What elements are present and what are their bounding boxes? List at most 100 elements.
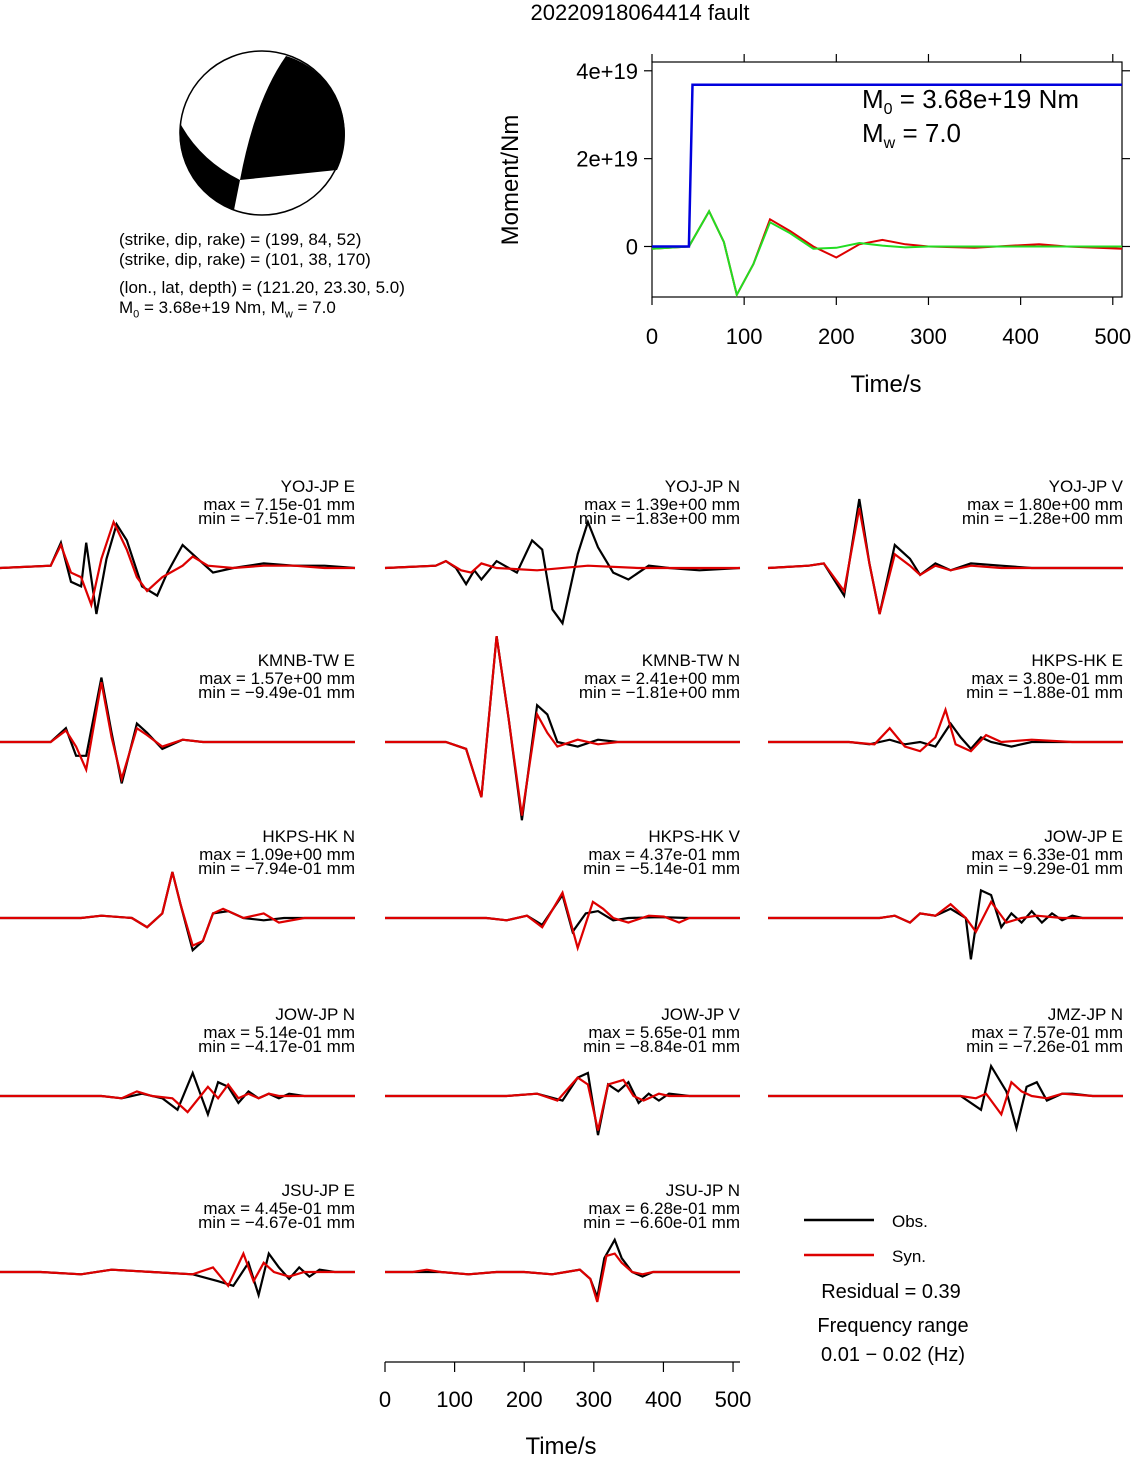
nodal-plane-1: (strike, dip, rake) = (199, 84, 52) xyxy=(119,230,362,249)
moment-ytick-label: 0 xyxy=(626,234,638,259)
frequency-title: Frequency range xyxy=(817,1315,968,1337)
synthetic-trace xyxy=(0,1250,355,1288)
station-label: HKPS-HK N xyxy=(262,827,355,846)
station-max: max = 2.41e+00 mm xyxy=(584,669,740,688)
station-min: min = −1.28e+00 mm xyxy=(962,509,1123,528)
beachball xyxy=(179,50,345,216)
observed-trace xyxy=(768,1063,1123,1133)
station-max: max = 1.80e+00 mm xyxy=(967,495,1123,514)
moment-mw-annotation: Mw = 7.0 xyxy=(862,118,961,152)
series-moment-rate-green xyxy=(651,209,1122,298)
series-cumulative-moment xyxy=(652,83,1122,248)
synthetic-trace xyxy=(0,682,355,783)
station-max: max = 4.45e-01 mm xyxy=(203,1199,355,1218)
station-max: max = 7.57e-01 mm xyxy=(971,1023,1123,1042)
moment-plot-frame xyxy=(651,61,1123,298)
observed-trace xyxy=(768,888,1123,960)
moment-axes: 4e+19 2e+19 0 0 100 200 300 400 500 xyxy=(576,54,1131,349)
station-min: min = −6.60e-01 mm xyxy=(583,1213,740,1232)
station-label: YOJ-JP V xyxy=(1049,477,1124,496)
station-label: JOW-JP V xyxy=(661,1005,740,1024)
source-magnitude: M0 = 3.68e+19 Nm, Mw = 7.0 xyxy=(119,298,336,321)
station-min: min = −4.17e-01 mm xyxy=(198,1037,355,1056)
observed-trace xyxy=(385,1071,740,1136)
waveform-xlabel: Time/s xyxy=(525,1433,596,1458)
station-max: max = 5.14e-01 mm xyxy=(203,1023,355,1042)
residual-text: Residual = 0.39 xyxy=(821,1281,961,1303)
waveform-xtick-label: 0 xyxy=(379,1387,391,1412)
synthetic-trace xyxy=(768,1080,1123,1117)
station-min: min = −1.88e-01 mm xyxy=(966,683,1123,702)
synthetic-trace xyxy=(385,1252,740,1303)
station-min: min = −1.81e+00 mm xyxy=(579,683,740,702)
waveform-xtick-label: 300 xyxy=(575,1387,612,1412)
moment-xtick-label: 0 xyxy=(646,324,658,349)
moment-xtick-label: 200 xyxy=(818,324,855,349)
synthetic-trace xyxy=(768,706,1123,753)
station-min: min = −9.29e-01 mm xyxy=(966,859,1123,878)
waveform-xtick-label: 200 xyxy=(506,1387,543,1412)
figure-title: 20220918064414 fault xyxy=(531,0,750,25)
moment-ytick-label: 4e+19 xyxy=(576,59,638,84)
source-location: (lon., lat, depth) = (121.20, 23.30, 5.0… xyxy=(119,278,405,297)
observed-trace xyxy=(768,721,1123,751)
station-label: JOW-JP E xyxy=(1044,827,1123,846)
frequency-range: 0.01 − 0.02 (Hz) xyxy=(821,1344,965,1366)
moment-m0-annotation: M0 = 3.68e+19 Nm xyxy=(862,84,1079,118)
station-label: KMNB-TW N xyxy=(642,651,740,670)
observed-trace xyxy=(0,521,356,615)
observed-trace xyxy=(385,892,740,935)
station-label: HKPS-HK V xyxy=(648,827,740,846)
station-label: HKPS-HK E xyxy=(1031,651,1123,670)
synthetic-trace xyxy=(0,519,355,609)
synthetic-trace xyxy=(768,899,1123,934)
moment-xlabel: Time/s xyxy=(850,371,921,398)
synthetic-trace xyxy=(385,889,740,952)
waveform-time-axis: 0 100 200 300 400 500 xyxy=(379,1361,752,1412)
observed-trace xyxy=(384,518,741,626)
station-label: YOJ-JP E xyxy=(281,477,355,496)
nodal-plane-2: (strike, dip, rake) = (101, 38, 170) xyxy=(119,250,371,269)
station-min: min = −1.83e+00 mm xyxy=(579,509,740,528)
waveform-xtick-label: 400 xyxy=(645,1387,682,1412)
legend-syn-label: Syn. xyxy=(892,1247,926,1266)
observed-trace xyxy=(385,1237,740,1302)
moment-ylabel: Moment/Nm xyxy=(497,115,524,246)
legend: Obs. Syn. Residual = 0.39 Frequency rang… xyxy=(804,1212,969,1366)
station-label: JMZ-JP N xyxy=(1048,1005,1123,1024)
synthetic-trace xyxy=(385,636,740,816)
moment-ytick-label: 2e+19 xyxy=(576,147,638,172)
station-label: JSU-JP N xyxy=(666,1181,740,1200)
moment-xtick-label: 100 xyxy=(726,324,763,349)
station-max: max = 4.37e-01 mm xyxy=(588,845,740,864)
focal-mechanism-info: (strike, dip, rake) = (199, 84, 52) (str… xyxy=(119,230,405,324)
station-min: min = −5.14e-01 mm xyxy=(583,859,740,878)
synthetic-trace xyxy=(767,508,1123,615)
station-min: min = −7.51e-01 mm xyxy=(198,509,355,528)
station-min: min = −8.84e-01 mm xyxy=(583,1037,740,1056)
observed-trace xyxy=(0,1069,355,1118)
station-max: max = 3.80e-01 mm xyxy=(971,669,1123,688)
observed-trace xyxy=(767,498,1123,615)
station-min: min = −9.49e-01 mm xyxy=(198,683,355,702)
series-moment-rate-red xyxy=(651,209,1123,298)
station-min: min = −7.94e-01 mm xyxy=(198,859,355,878)
waveform-xtick-label: 500 xyxy=(715,1387,752,1412)
station-max: max = 6.33e-01 mm xyxy=(971,845,1123,864)
legend-obs-label: Obs. xyxy=(892,1212,928,1231)
station-max: max = 1.09e+00 mm xyxy=(199,845,355,864)
station-label: KMNB-TW E xyxy=(258,651,355,670)
